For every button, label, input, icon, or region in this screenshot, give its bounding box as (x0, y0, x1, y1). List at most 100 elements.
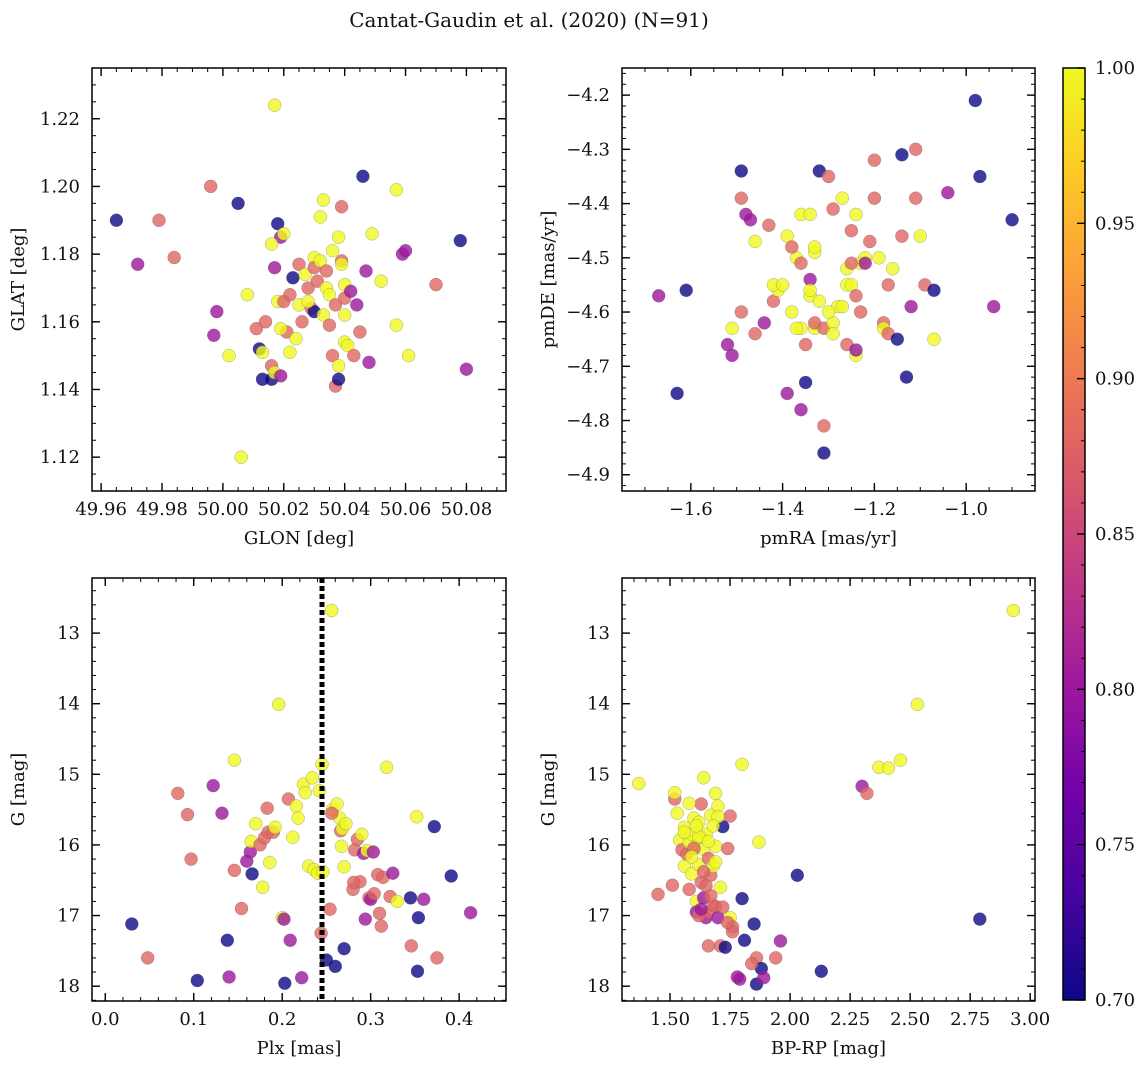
data-point (886, 262, 900, 276)
data-point (968, 93, 982, 108)
data-point (337, 942, 351, 956)
data-point (227, 753, 242, 767)
x-tick-labels: 49.96 49.98 50.00 50.02 50.04 50.06 50.08 (75, 499, 492, 520)
data-point (860, 786, 874, 801)
data-point (817, 446, 831, 460)
data-point (283, 933, 297, 947)
data-point (278, 976, 292, 990)
data-point (718, 940, 732, 954)
data-point (769, 951, 783, 965)
data-point (704, 889, 718, 903)
data-point (899, 370, 914, 384)
data-point (696, 865, 711, 879)
x-tick-label: 2.25 (830, 1009, 870, 1030)
data-point (386, 866, 400, 880)
data-point (130, 257, 145, 271)
x-axis-label: Plx [mas] (257, 1038, 342, 1059)
data-point (109, 213, 124, 228)
colorbar-tick-label: 1.00 (1095, 58, 1135, 79)
x-tick-label: 2.75 (950, 1009, 990, 1030)
y-tick-label: −4.7 (566, 356, 610, 377)
x-tick-label: 50.08 (441, 499, 493, 520)
data-point (328, 298, 343, 312)
data-point (826, 327, 840, 341)
data-point (817, 419, 831, 433)
data-point (222, 348, 236, 363)
data-point (292, 257, 306, 271)
data-point (359, 264, 373, 278)
y-tick-label: −4.6 (566, 302, 610, 323)
major-ticks (622, 578, 1035, 1001)
y-tick-label: −4.8 (566, 411, 610, 432)
data-point (812, 294, 826, 308)
y-tick-label: 16 (57, 835, 80, 856)
major-ticks (92, 68, 506, 491)
data-point (682, 882, 696, 897)
x-tick-label: 1.75 (710, 1009, 750, 1030)
data-point (184, 852, 198, 866)
y-tick-label: 1.14 (40, 379, 80, 400)
y-tick-label: 15 (587, 764, 610, 785)
data-point (325, 243, 340, 258)
y-tick-labels: 13 14 15 16 17 18 (57, 623, 80, 997)
data-point (987, 299, 1001, 314)
data-point (881, 278, 895, 292)
data-point (331, 230, 346, 244)
y-tick-label: 17 (587, 906, 610, 927)
data-point (355, 827, 369, 841)
data-point (207, 328, 221, 342)
scatter-points-plx-g (125, 603, 478, 990)
data-point (190, 973, 205, 988)
data-point (227, 863, 242, 878)
major-ticks (92, 578, 506, 1001)
data-point (366, 845, 380, 859)
data-point (277, 227, 291, 241)
data-point (785, 305, 799, 319)
data-point (881, 761, 896, 775)
data-point (794, 403, 808, 417)
data-point (789, 321, 804, 335)
data-point (775, 278, 790, 292)
x-tick-label: 0.2 (268, 1009, 297, 1030)
data-point (632, 776, 646, 791)
data-point (404, 939, 418, 953)
data-point (298, 786, 312, 800)
data-point (757, 316, 771, 330)
data-point (338, 308, 352, 322)
data-point (401, 348, 416, 363)
y-axis-label: pmDE [mas/yr] (538, 211, 559, 349)
data-point (927, 283, 941, 297)
x-tick-label: 50.00 (197, 499, 249, 520)
data-point (231, 196, 245, 211)
data-point (152, 213, 166, 228)
data-point (356, 169, 370, 184)
data-point (362, 355, 376, 370)
data-point (325, 603, 339, 618)
data-point (263, 855, 277, 870)
data-point (267, 261, 282, 275)
data-point (389, 318, 404, 332)
y-tick-label: −4.9 (566, 465, 610, 486)
x-tick-label: 0.0 (91, 1009, 120, 1030)
data-point (904, 299, 918, 314)
axes-frame (621, 577, 1036, 1002)
data-point (301, 294, 315, 309)
data-point (735, 757, 749, 772)
data-point (844, 256, 859, 270)
data-point (927, 332, 941, 346)
data-point (277, 912, 291, 926)
y-axis-label: G [mag] (538, 753, 559, 826)
data-point (328, 959, 342, 974)
data-point (730, 970, 744, 984)
x-tick-label: −1.2 (853, 499, 897, 520)
data-point (652, 289, 666, 303)
data-point (390, 894, 404, 909)
x-axis-label: BP-RP [mag] (771, 1038, 886, 1059)
data-point (325, 806, 339, 820)
data-point (310, 274, 324, 288)
data-point (319, 264, 334, 278)
scatter-points-bprp-g (632, 603, 1021, 991)
data-point (334, 257, 349, 271)
x-tick-label: 50.02 (258, 499, 310, 520)
data-point (790, 868, 804, 882)
